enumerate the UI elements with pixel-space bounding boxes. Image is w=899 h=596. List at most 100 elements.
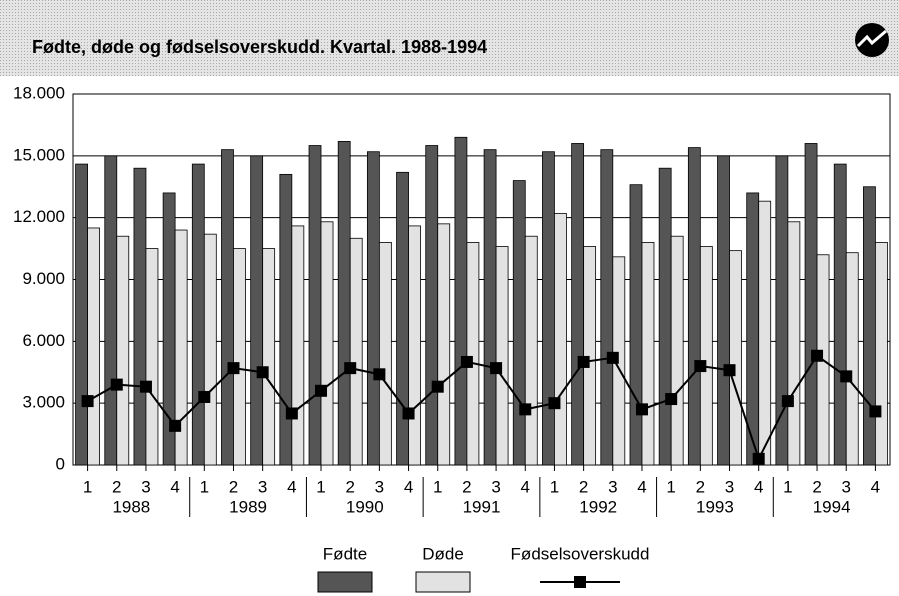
bar: [641, 241, 655, 466]
year-label: 1994: [813, 497, 851, 516]
y-tick-label: 12.000: [13, 207, 65, 226]
year-label: 1990: [346, 497, 384, 516]
bar: [145, 248, 159, 466]
marker: [723, 364, 736, 377]
chart-title: Fødte, døde og fødselsoverskudd. Kvartal…: [32, 37, 487, 57]
bar: [116, 235, 130, 466]
marker: [781, 395, 794, 408]
x-tick-label: 3: [375, 477, 384, 496]
bar: [203, 233, 217, 466]
y-tick-label: 15.000: [13, 145, 65, 164]
bar: [629, 184, 643, 466]
x-tick-label: 4: [521, 477, 530, 496]
bar: [425, 145, 439, 466]
x-tick-label: 2: [696, 477, 705, 496]
bar: [279, 173, 293, 466]
bar: [221, 149, 234, 466]
x-tick-label: 2: [345, 477, 354, 496]
legend-swatch: [317, 571, 373, 593]
year-label: 1988: [112, 497, 150, 516]
bar: [437, 223, 451, 466]
bar: [174, 229, 188, 466]
x-tick-label: 4: [637, 477, 646, 496]
x-tick-label: 4: [404, 477, 413, 496]
bar: [554, 213, 567, 466]
x-tick-label: 3: [725, 477, 734, 496]
bar: [104, 155, 118, 466]
marker: [256, 366, 269, 379]
bar: [571, 143, 585, 466]
bar: [133, 167, 147, 466]
marker: [840, 370, 853, 383]
bar: [87, 227, 100, 466]
x-tick-label: 3: [491, 477, 500, 496]
bar: [495, 246, 509, 466]
marker: [402, 407, 415, 420]
marker: [694, 360, 707, 373]
year-label: 1989: [229, 497, 267, 516]
x-tick-label: 1: [666, 477, 675, 496]
x-tick-label: 1: [316, 477, 325, 496]
bar: [396, 171, 409, 466]
bar: [191, 163, 205, 466]
marker: [431, 380, 444, 393]
marker: [169, 419, 182, 432]
x-tick-label: 1: [783, 477, 792, 496]
x-tick-label: 2: [579, 477, 588, 496]
marker: [227, 362, 240, 375]
line: [87, 354, 877, 462]
y-tick-label: 9.000: [22, 269, 65, 288]
bar: [349, 237, 363, 466]
legend-label: Fødselsoverskudd: [511, 544, 650, 563]
bar: [454, 136, 468, 466]
bar: [845, 252, 859, 466]
marker: [519, 403, 532, 416]
bar: [758, 200, 772, 466]
x-tick-label: 1: [200, 477, 209, 496]
year-label: 1993: [696, 497, 734, 516]
bar: [250, 155, 264, 466]
bar: [366, 151, 380, 466]
bar: [804, 143, 818, 466]
x-tick-label: 3: [141, 477, 150, 496]
bar: [600, 149, 614, 466]
bar: [729, 250, 742, 466]
marker: [139, 380, 152, 393]
year-label: 1992: [579, 497, 617, 516]
legend-label: Fødte: [323, 544, 367, 563]
marker: [198, 390, 211, 403]
marker: [285, 407, 298, 420]
marker: [577, 355, 590, 368]
y-tick-label: 3.000: [22, 393, 65, 412]
x-tick-label: 2: [812, 477, 821, 496]
bar: [670, 235, 684, 466]
marker: [752, 452, 765, 465]
marker: [606, 351, 619, 364]
bar: [262, 248, 276, 466]
y-tick-label: 0: [56, 454, 65, 473]
x-tick-label: 1: [83, 477, 92, 496]
bar: [583, 246, 597, 466]
x-tick-label: 2: [112, 477, 121, 496]
bar: [308, 145, 322, 466]
marker: [373, 368, 386, 381]
bar: [787, 221, 801, 466]
bar: [699, 246, 713, 466]
x-tick-label: 2: [462, 477, 471, 496]
x-tick-label: 1: [433, 477, 442, 496]
x-tick-label: 4: [170, 477, 179, 496]
legend-label: Døde: [422, 544, 464, 563]
bar: [775, 155, 789, 466]
year-label: 1991: [463, 497, 501, 516]
bar: [320, 221, 334, 466]
bar: [337, 141, 351, 466]
bar: [687, 147, 701, 466]
x-tick-label: 1: [550, 477, 559, 496]
x-tick-label: 2: [229, 477, 238, 496]
bar: [875, 241, 888, 466]
bar: [75, 163, 88, 466]
x-tick-label: 4: [754, 477, 763, 496]
bar: [717, 155, 730, 466]
marker: [635, 403, 648, 416]
legend-marker: [574, 576, 586, 588]
